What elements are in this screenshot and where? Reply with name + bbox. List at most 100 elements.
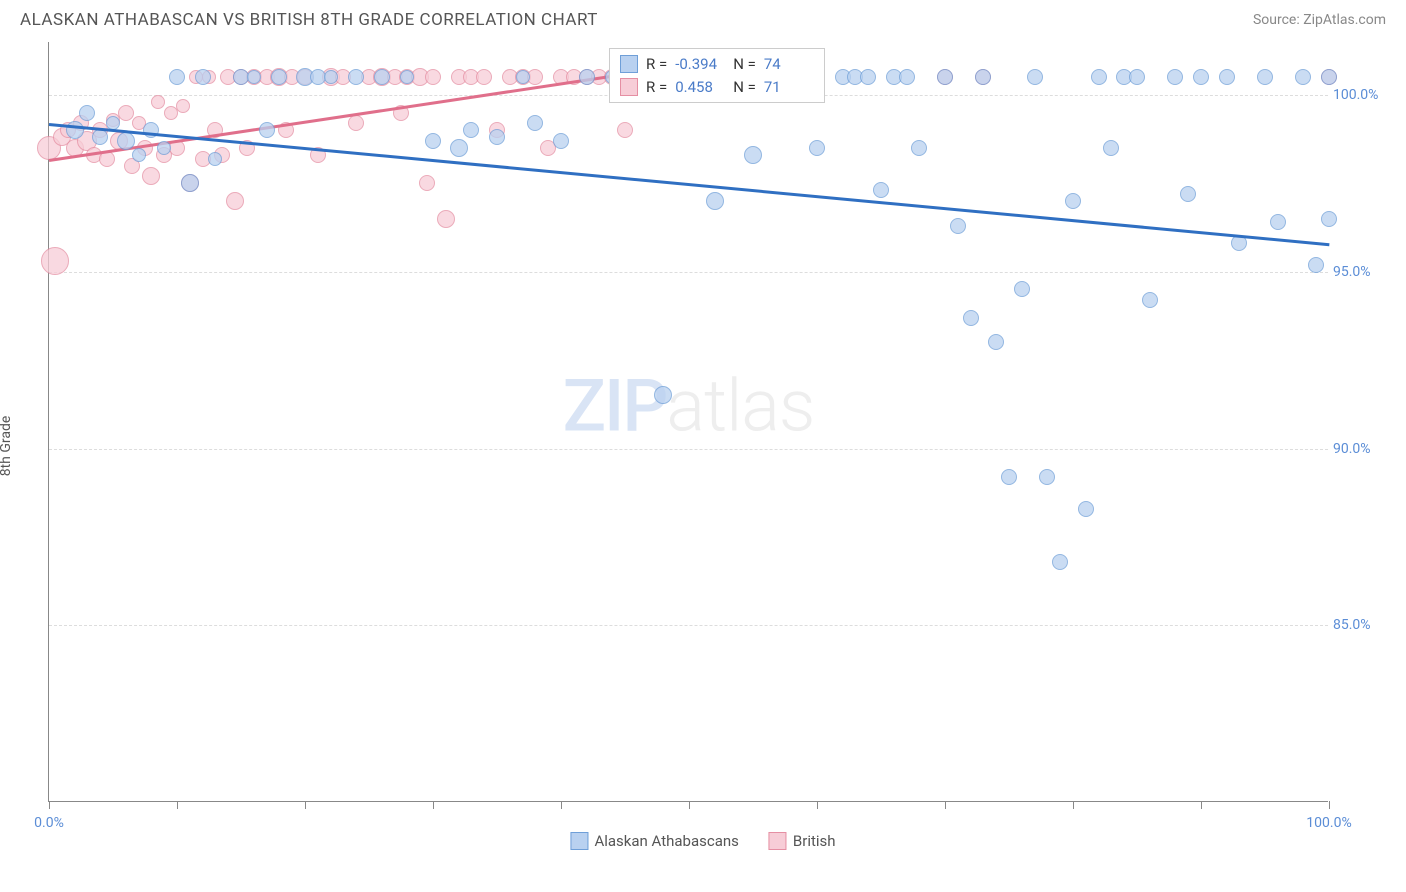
data-point-british — [476, 69, 492, 85]
data-point-athabascan — [1270, 214, 1286, 230]
x-tick — [945, 801, 946, 809]
data-point-british — [437, 210, 455, 228]
data-point-athabascan — [1027, 69, 1043, 85]
y-axis-label: 8th Grade — [0, 416, 14, 477]
legend-swatch-athabascan — [570, 832, 588, 850]
data-point-athabascan — [92, 129, 108, 145]
data-point-athabascan — [259, 122, 275, 138]
data-point-athabascan — [516, 70, 530, 84]
data-point-athabascan — [809, 140, 825, 156]
x-tick-label: 0.0% — [34, 815, 64, 831]
data-point-athabascan — [963, 310, 979, 326]
data-point-british — [527, 69, 543, 85]
data-point-athabascan — [79, 105, 95, 121]
x-tick — [1329, 801, 1330, 809]
data-point-athabascan — [117, 132, 135, 150]
r-value-athabascan: -0.394 — [675, 53, 725, 76]
watermark: ZIPatlas — [563, 364, 815, 449]
data-point-athabascan — [400, 70, 414, 84]
legend-item-british: British — [769, 832, 836, 850]
chart-area: 8th Grade ZIPatlas 85.0%90.0%95.0%100.0%… — [0, 36, 1406, 856]
data-point-athabascan — [374, 69, 390, 85]
data-point-athabascan — [1142, 292, 1158, 308]
data-point-athabascan — [157, 141, 171, 155]
x-tick — [817, 801, 818, 809]
data-point-athabascan — [654, 386, 672, 404]
data-point-athabascan — [975, 69, 991, 85]
n-value-british: 71 — [764, 76, 814, 99]
data-point-british — [226, 192, 244, 210]
x-tick — [561, 801, 562, 809]
x-tick — [1201, 801, 1202, 809]
stats-row-athabascan: R =-0.394N =74 — [620, 53, 814, 76]
data-point-british — [176, 99, 190, 113]
y-tick-label: 100.0% — [1333, 87, 1388, 103]
data-point-athabascan — [937, 69, 953, 85]
stats-row-british: R = 0.458 N = 71 — [620, 76, 814, 99]
data-point-athabascan — [195, 69, 211, 85]
data-point-athabascan — [143, 122, 159, 138]
stats-box: R =-0.394N =74R =0.458N =71 — [609, 48, 825, 103]
data-point-athabascan — [1321, 69, 1337, 85]
data-point-athabascan — [425, 133, 441, 149]
y-tick-label: 95.0% — [1333, 264, 1388, 280]
data-point-athabascan — [1065, 193, 1081, 209]
data-point-british — [41, 247, 69, 275]
r-label: R = — [646, 76, 667, 99]
y-tick-label: 90.0% — [1333, 441, 1388, 457]
data-point-british — [118, 105, 134, 121]
y-tick-label: 85.0% — [1333, 617, 1388, 633]
data-point-athabascan — [988, 334, 1004, 350]
r-label: R = — [646, 53, 667, 76]
stats-swatch-athabascan — [620, 55, 638, 73]
data-point-british — [151, 95, 165, 109]
data-point-athabascan — [1091, 69, 1107, 85]
data-point-athabascan — [1052, 554, 1068, 570]
legend: Alaskan Athabascans British — [570, 832, 835, 850]
stats-swatch-british — [620, 78, 638, 96]
x-tick — [1073, 801, 1074, 809]
legend-label-british: British — [793, 832, 836, 850]
x-tick — [305, 801, 306, 809]
n-label: N = — [733, 76, 756, 99]
data-point-british — [164, 106, 178, 120]
data-point-british — [142, 167, 160, 185]
data-point-athabascan — [1295, 69, 1311, 85]
data-point-athabascan — [463, 122, 479, 138]
data-point-athabascan — [1014, 281, 1030, 297]
data-point-athabascan — [527, 115, 543, 131]
data-point-athabascan — [271, 69, 287, 85]
data-point-athabascan — [450, 139, 468, 157]
data-point-athabascan — [1078, 501, 1094, 517]
gridline — [49, 625, 1328, 626]
data-point-british — [419, 175, 435, 191]
data-point-athabascan — [1129, 69, 1145, 85]
data-point-british — [348, 115, 364, 131]
data-point-athabascan — [1193, 69, 1209, 85]
data-point-athabascan — [744, 146, 762, 164]
gridline — [49, 449, 1328, 450]
data-point-athabascan — [132, 148, 146, 162]
x-tick — [49, 801, 50, 809]
data-point-athabascan — [181, 174, 199, 192]
data-point-athabascan — [208, 152, 222, 166]
data-point-athabascan — [169, 69, 185, 85]
data-point-athabascan — [860, 69, 876, 85]
watermark-zip: ZIP — [563, 364, 667, 449]
source-label: Source: ZipAtlas.com — [1253, 12, 1386, 28]
r-value-british: 0.458 — [675, 76, 725, 99]
trend-line-athabascan — [49, 123, 1329, 246]
gridline — [49, 272, 1328, 273]
plot-region: ZIPatlas 85.0%90.0%95.0%100.0%0.0%100.0%… — [48, 42, 1328, 802]
data-point-athabascan — [553, 133, 569, 149]
x-tick — [433, 801, 434, 809]
data-point-athabascan — [950, 218, 966, 234]
data-point-athabascan — [873, 182, 889, 198]
data-point-athabascan — [899, 69, 915, 85]
watermark-atlas: atlas — [666, 364, 814, 449]
data-point-athabascan — [1257, 69, 1273, 85]
legend-label-athabascan: Alaskan Athabascans — [594, 832, 738, 850]
data-point-athabascan — [1219, 69, 1235, 85]
data-point-athabascan — [1167, 69, 1183, 85]
data-point-athabascan — [911, 140, 927, 156]
